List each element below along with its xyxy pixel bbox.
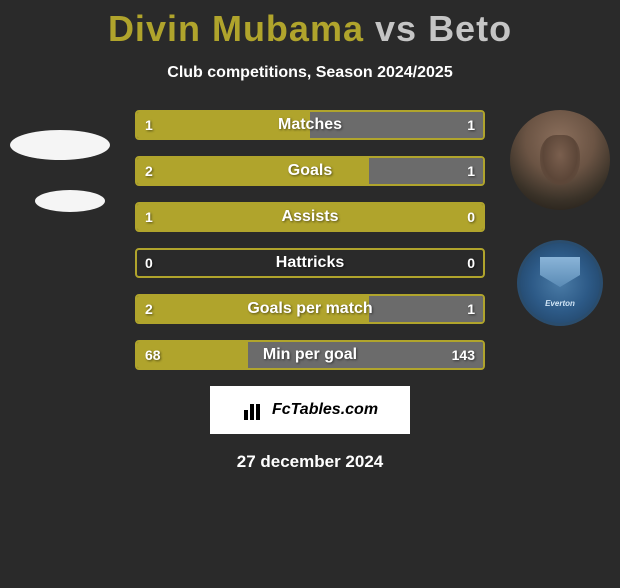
- player2-name: Beto: [428, 8, 512, 49]
- stat-label: Goals: [288, 162, 332, 180]
- player1-club-placeholder: [35, 190, 105, 212]
- stat-value-left: 2: [145, 163, 153, 179]
- fctables-logo-icon: [242, 400, 266, 420]
- stat-bars: 1 1 Matches 2 1 Goals 1 0 Assists 0 0 Hattricks 2 1 Go…: [135, 110, 485, 370]
- player2-club-crest: Everton: [517, 240, 603, 326]
- vs-text: vs: [375, 8, 417, 49]
- stat-value-right: 1: [467, 163, 475, 179]
- player1-photo-placeholder: [10, 130, 110, 160]
- stat-row: 1 0 Assists: [135, 202, 485, 232]
- player2-photo: [510, 110, 610, 210]
- stat-fill-right: [369, 296, 483, 322]
- stat-value-left: 1: [145, 209, 153, 225]
- stat-value-right: 1: [467, 117, 475, 133]
- watermark: FcTables.com: [210, 386, 410, 434]
- player2-avatars: Everton: [510, 110, 610, 326]
- compare-area: Everton 1 1 Matches 2 1 Goals 1 0 Assists 0 0 Hattr…: [0, 110, 620, 370]
- stat-label: Goals per match: [247, 300, 372, 318]
- stat-row: 2 1 Goals: [135, 156, 485, 186]
- stat-value-right: 1: [467, 301, 475, 317]
- stat-value-right: 143: [452, 347, 475, 363]
- stat-fill-right: [369, 158, 483, 184]
- stat-value-left: 1: [145, 117, 153, 133]
- stat-value-left: 2: [145, 301, 153, 317]
- stat-label: Min per goal: [263, 346, 357, 364]
- stat-row: 0 0 Hattricks: [135, 248, 485, 278]
- stat-label: Assists: [282, 208, 339, 226]
- stat-label: Matches: [278, 116, 342, 134]
- crest-label: Everton: [545, 299, 575, 308]
- subtitle: Club competitions, Season 2024/2025: [0, 64, 620, 82]
- stat-label: Hattricks: [276, 254, 344, 272]
- footer-date: 27 december 2024: [0, 452, 620, 472]
- stat-value-left: 68: [145, 347, 161, 363]
- stat-row: 1 1 Matches: [135, 110, 485, 140]
- player1-name: Divin Mubama: [108, 8, 364, 49]
- watermark-text: FcTables.com: [272, 401, 378, 419]
- player1-avatars: [10, 110, 110, 242]
- stat-row: 68 143 Min per goal: [135, 340, 485, 370]
- stat-fill-left: [137, 158, 369, 184]
- stat-value-left: 0: [145, 255, 153, 271]
- stat-value-right: 0: [467, 255, 475, 271]
- stat-value-right: 0: [467, 209, 475, 225]
- stat-row: 2 1 Goals per match: [135, 294, 485, 324]
- comparison-title: Divin Mubama vs Beto: [0, 8, 620, 50]
